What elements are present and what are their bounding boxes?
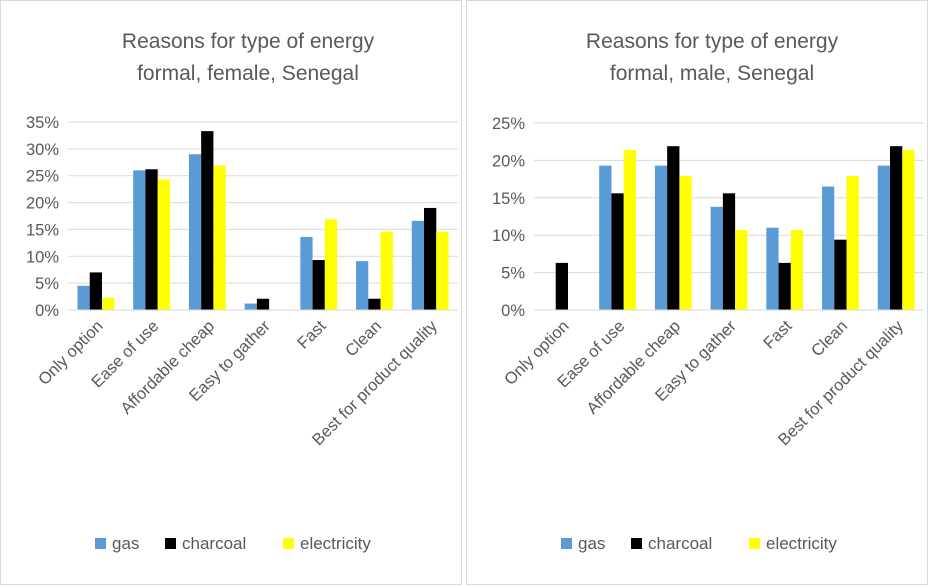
legend-label-charcoal: charcoal — [648, 534, 712, 553]
y-tick-label: 30% — [26, 141, 59, 159]
bar-charcoal — [256, 298, 270, 310]
legend-label-gas: gas — [112, 534, 139, 553]
bar-electricity — [101, 297, 115, 310]
chart-title-line: Reasons for type of energy — [586, 30, 839, 53]
legend-swatch-gas — [561, 538, 572, 549]
legend-swatch-charcoal — [631, 538, 642, 549]
bar-electricity — [846, 176, 859, 310]
chart-title-line: formal, female, Senegal — [137, 62, 359, 85]
bar-electricity — [735, 229, 748, 310]
bar-gas — [133, 170, 146, 310]
bar-electricity — [213, 165, 226, 310]
legend-swatch-charcoal — [165, 538, 176, 549]
bar-electricity — [790, 229, 804, 310]
bar-charcoal — [201, 131, 214, 310]
bar-charcoal — [667, 146, 680, 310]
legend-label-electricity: electricity — [300, 534, 371, 553]
bar-electricity — [157, 179, 170, 310]
bar-charcoal — [778, 262, 791, 310]
x-category-label: Fast — [760, 317, 796, 353]
chart-panel-female: Reasons for type of energy formal, female… — [0, 0, 462, 585]
chart-title-line: Reasons for type of energy — [122, 30, 375, 53]
bar-charcoal — [312, 260, 325, 310]
x-category-label: Clean — [808, 317, 851, 360]
bar-charcoal — [834, 239, 847, 310]
bar-gas — [710, 206, 723, 310]
bar-gas — [77, 285, 90, 310]
x-category-label: Fast — [294, 317, 330, 353]
bar-gas — [599, 165, 612, 310]
bar-electricity — [623, 149, 636, 310]
bar-gas — [654, 165, 668, 310]
bar-electricity — [679, 176, 692, 310]
y-tick-label: 15% — [492, 190, 525, 208]
bar-charcoal — [722, 193, 736, 310]
legend-swatch-electricity — [749, 538, 760, 549]
y-tick-label: 5% — [501, 265, 525, 283]
bar-charcoal — [424, 207, 437, 310]
bar-charcoal — [611, 193, 624, 310]
bar-gas — [244, 303, 257, 310]
bar-gas — [188, 154, 202, 310]
legend-swatch-electricity — [283, 538, 294, 549]
legend-label-electricity: electricity — [766, 534, 837, 553]
y-tick-label: 10% — [26, 248, 59, 266]
bar-gas — [300, 236, 313, 310]
bar-charcoal — [89, 272, 102, 310]
y-tick-label: 5% — [35, 275, 59, 293]
bar-electricity — [436, 231, 449, 310]
x-category-label: Affordable cheap — [583, 317, 684, 418]
bar-electricity — [902, 149, 915, 310]
bar-gas — [411, 220, 425, 310]
y-tick-label: 10% — [492, 227, 525, 245]
y-tick-label: 35% — [26, 114, 59, 132]
y-tick-label: 15% — [26, 221, 59, 239]
y-tick-label: 20% — [492, 152, 525, 170]
chart-female-svg: Reasons for type of energy formal, female… — [26, 30, 458, 553]
x-category-label: Clean — [342, 317, 385, 360]
bar-gas — [877, 165, 891, 310]
bar-gas — [766, 227, 779, 310]
bar-charcoal — [368, 298, 381, 310]
chart-male-svg: Reasons for type of energy formal, male, … — [492, 30, 924, 553]
x-category-label: Affordable cheap — [117, 317, 218, 418]
y-tick-label: 0% — [35, 302, 59, 320]
y-tick-label: 25% — [492, 115, 525, 133]
chart-panel-male: Reasons for type of energy formal, male, … — [466, 0, 928, 585]
bar-charcoal — [145, 169, 158, 310]
y-tick-label: 25% — [26, 168, 59, 186]
bar-charcoal — [890, 146, 903, 310]
legend-label-gas: gas — [578, 534, 605, 553]
legend-label-charcoal: charcoal — [182, 534, 246, 553]
bar-gas — [822, 186, 835, 310]
legend-swatch-gas — [95, 538, 106, 549]
chart-title-line: formal, male, Senegal — [610, 62, 814, 85]
y-tick-label: 20% — [26, 195, 59, 213]
bar-electricity — [380, 231, 393, 310]
bar-charcoal — [555, 262, 568, 310]
bar-electricity — [324, 219, 338, 310]
bar-gas — [356, 261, 369, 310]
y-tick-label: 0% — [501, 302, 525, 320]
